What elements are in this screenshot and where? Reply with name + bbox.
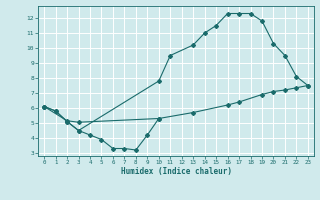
X-axis label: Humidex (Indice chaleur): Humidex (Indice chaleur) bbox=[121, 167, 231, 176]
